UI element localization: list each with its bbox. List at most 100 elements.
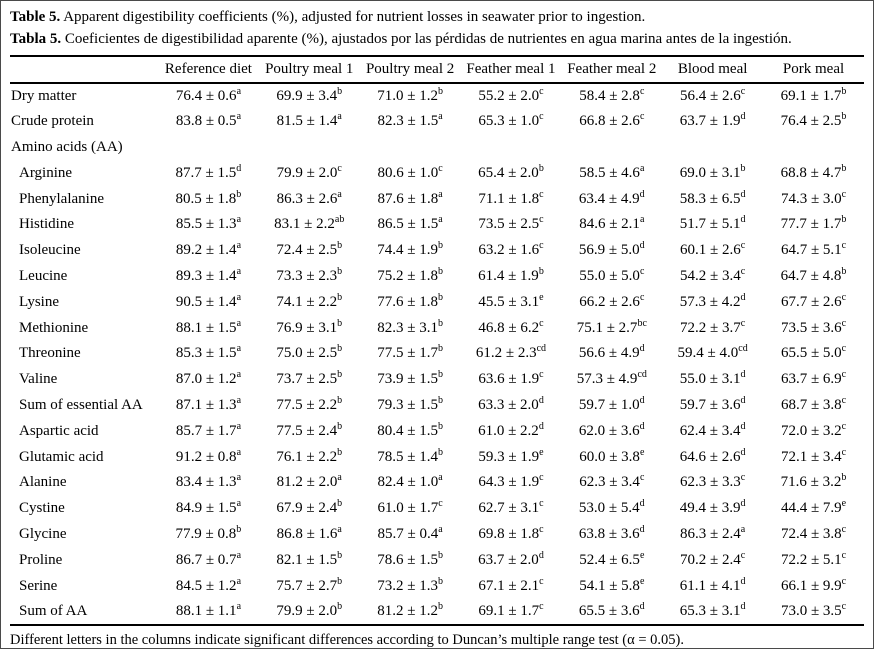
- significance-letter: c: [841, 575, 847, 587]
- data-cell: 77.5 ± 2.4b: [259, 418, 360, 444]
- data-cell: 55.0 ± 3.1d: [662, 367, 763, 393]
- cell-value: 83.8 ± 0.5: [175, 113, 237, 130]
- significance-letter: a: [236, 214, 242, 226]
- data-cell: 83.8 ± 0.5a: [158, 109, 259, 135]
- significance-letter: b: [841, 162, 847, 174]
- data-cell: 85.7 ± 1.7a: [158, 418, 259, 444]
- significance-letter: c: [639, 472, 645, 484]
- data-cell: [662, 135, 763, 161]
- row-label: Serine: [19, 577, 58, 594]
- data-cell: 77.9 ± 0.8b: [158, 522, 259, 548]
- significance-letter: c: [841, 523, 847, 535]
- cell-value: 64.7 ± 4.8: [780, 267, 842, 284]
- significance-letter: a: [236, 600, 242, 612]
- significance-letter: a: [236, 85, 242, 97]
- row-label: Leucine: [19, 267, 68, 284]
- cell-value: 79.3 ± 1.5: [377, 396, 438, 413]
- cell-value: 69.0 ± 3.1: [679, 164, 741, 181]
- table-row: Amino acids (AA): [10, 135, 864, 161]
- significance-letter: b: [337, 291, 343, 303]
- column-header-poultry-meal-2: Poultry meal 2: [365, 61, 455, 77]
- significance-letter: c: [740, 240, 746, 252]
- significance-letter: a: [236, 420, 242, 432]
- cell-value: 59.7 ± 3.6: [679, 396, 741, 413]
- data-cell: 86.5 ± 1.5a: [360, 212, 461, 238]
- significance-letter: a: [438, 188, 443, 200]
- significance-letter: c: [539, 317, 544, 329]
- data-cell: 86.3 ± 2.6a: [259, 186, 360, 212]
- significance-letter: c: [539, 188, 544, 200]
- cell-value: 80.5 ± 1.8: [175, 190, 237, 207]
- row-label: Amino acids (AA): [11, 138, 123, 155]
- significance-letter: c: [841, 240, 847, 252]
- data-cell: 86.3 ± 2.4a: [662, 522, 763, 548]
- data-cell: 85.3 ± 1.5a: [158, 341, 259, 367]
- cell-value: 79.9 ± 2.0: [276, 602, 338, 619]
- cell-value: 74.3 ± 3.0: [780, 190, 842, 207]
- cell-value: 84.5 ± 1.2: [175, 577, 237, 594]
- cell-value: 77.5 ± 1.7: [377, 345, 438, 362]
- data-cell: 55.0 ± 5.0c: [561, 264, 662, 290]
- cell-value: 63.7 ± 2.0: [478, 551, 539, 568]
- table-row: Dry matter 76.4 ± 0.6a 69.9 ± 3.4b 71.0 ± 1…: [10, 83, 864, 109]
- cell-value: 71.0 ± 1.2: [377, 87, 438, 104]
- data-cell: 60.1 ± 2.6c: [662, 238, 763, 264]
- significance-letter: c: [841, 600, 847, 612]
- significance-letter: c: [841, 369, 847, 381]
- row-label: Arginine: [19, 164, 73, 181]
- data-cell: [259, 135, 360, 161]
- cell-value: 84.6 ± 2.1: [579, 216, 640, 233]
- significance-letter: b: [337, 446, 343, 458]
- cell-value: 67.7 ± 2.6: [780, 293, 842, 310]
- cell-value: 59.7 ± 1.0: [578, 396, 640, 413]
- data-cell: 74.4 ± 1.9b: [360, 238, 461, 264]
- data-cell: 72.0 ± 3.2c: [763, 418, 864, 444]
- cell-value: 64.7 ± 5.1: [780, 242, 842, 259]
- data-cell: 82.3 ± 1.5a: [360, 109, 461, 135]
- cell-value: 82.4 ± 1.0: [377, 474, 439, 491]
- cell-value: 83.4 ± 1.3: [175, 474, 237, 491]
- cell-value: 66.2 ± 2.6: [579, 293, 640, 310]
- row-label: Sum of essential AA: [19, 396, 143, 413]
- cell-value: 65.5 ± 3.6: [578, 602, 640, 619]
- data-cell: 82.4 ± 1.0a: [360, 470, 461, 496]
- data-cell: 88.1 ± 1.5a: [158, 315, 259, 341]
- data-cell: 67.7 ± 2.6c: [763, 289, 864, 315]
- significance-letter: c: [438, 162, 443, 174]
- data-cell: 82.1 ± 1.5b: [259, 547, 360, 573]
- table-row: Histidine 85.5 ± 1.3a 83.1 ± 2.2ab 86.5 ± 1…: [10, 212, 864, 238]
- data-cell: 89.3 ± 1.4a: [158, 264, 259, 290]
- data-cell: 66.1 ± 9.9c: [763, 573, 864, 599]
- data-cell: 90.5 ± 1.4a: [158, 289, 259, 315]
- data-cell: 56.4 ± 2.6c: [662, 83, 763, 109]
- cell-value: 78.6 ± 1.5: [377, 551, 438, 568]
- cell-value: 61.0 ± 1.7: [377, 500, 439, 517]
- row-label: Isoleucine: [19, 242, 81, 259]
- cell-value: 76.4 ± 0.6: [175, 87, 237, 104]
- cell-value: 79.9 ± 2.0: [276, 164, 338, 181]
- data-cell: 88.1 ± 1.1a: [158, 599, 259, 625]
- significance-letter: c: [639, 85, 645, 97]
- table-header: Reference diet Poultry meal 1 Poultry me…: [10, 56, 864, 83]
- significance-letter: c: [740, 265, 746, 277]
- caption-en-text: Apparent digestibility coefficients (%),…: [60, 9, 646, 25]
- cell-value: 66.1 ± 9.9: [780, 577, 842, 594]
- cell-value: 87.7 ± 1.5: [175, 164, 237, 181]
- footnote: Different letters in the columns indicat…: [10, 631, 684, 648]
- cell-value: 53.0 ± 5.4: [578, 500, 640, 517]
- data-cell: 62.7 ± 3.1c: [461, 496, 562, 522]
- significance-letter: c: [539, 498, 544, 510]
- significance-letter: d: [740, 369, 746, 381]
- cell-value: 60.1 ± 2.6: [680, 242, 741, 259]
- data-cell: 75.7 ± 2.7b: [259, 573, 360, 599]
- significance-letter: b: [337, 369, 343, 381]
- significance-letter: d: [639, 240, 645, 252]
- significance-letter: d: [639, 420, 645, 432]
- table-row: Methionine 88.1 ± 1.5a 76.9 ± 3.1b 82.3 ± 3…: [10, 315, 864, 341]
- significance-letter: b: [437, 240, 443, 252]
- significance-letter: a: [236, 369, 242, 381]
- cell-value: 72.4 ± 2.5: [276, 242, 338, 259]
- data-cell: 73.5 ± 3.6c: [763, 315, 864, 341]
- significance-letter: a: [236, 240, 242, 252]
- data-cell: 69.1 ± 1.7c: [461, 599, 562, 625]
